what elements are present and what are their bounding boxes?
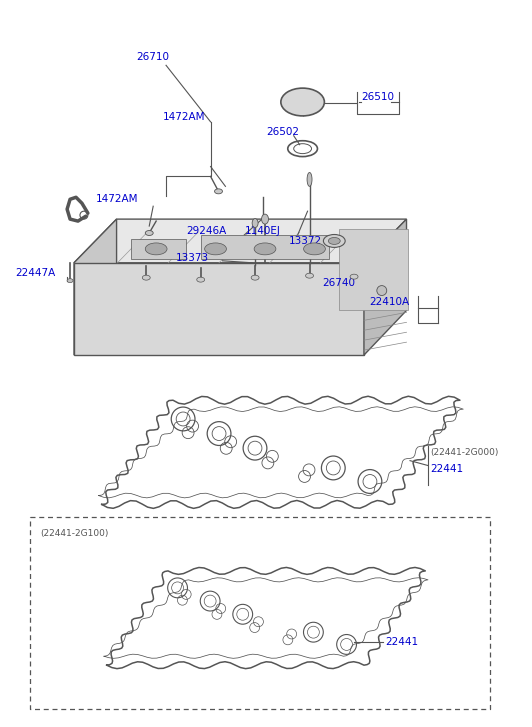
Ellipse shape <box>304 243 326 255</box>
Ellipse shape <box>142 276 150 280</box>
Circle shape <box>377 286 387 295</box>
Polygon shape <box>201 235 329 259</box>
Text: 22447A: 22447A <box>15 268 56 278</box>
Ellipse shape <box>67 278 73 283</box>
Ellipse shape <box>254 243 276 255</box>
Ellipse shape <box>251 276 259 280</box>
Text: 26502: 26502 <box>266 126 299 137</box>
Ellipse shape <box>328 238 340 244</box>
Polygon shape <box>364 219 406 355</box>
Text: 22441: 22441 <box>430 464 463 473</box>
Text: 1140EJ: 1140EJ <box>245 226 281 236</box>
Ellipse shape <box>214 189 222 194</box>
Text: (22441-2G100): (22441-2G100) <box>40 529 109 538</box>
Text: 13373: 13373 <box>176 253 209 263</box>
Polygon shape <box>74 219 406 262</box>
Ellipse shape <box>252 219 258 228</box>
Text: (22441-2G000): (22441-2G000) <box>430 449 498 457</box>
Text: 1472AM: 1472AM <box>163 112 205 122</box>
Text: 13372: 13372 <box>289 236 322 246</box>
Text: 22441: 22441 <box>385 637 418 646</box>
Ellipse shape <box>281 88 325 116</box>
Text: 29246A: 29246A <box>186 226 226 236</box>
Polygon shape <box>74 219 117 355</box>
Ellipse shape <box>323 235 345 247</box>
Text: 26710: 26710 <box>136 52 169 63</box>
Ellipse shape <box>145 243 167 255</box>
Ellipse shape <box>262 214 269 224</box>
Text: 26740: 26740 <box>322 278 355 288</box>
Ellipse shape <box>205 243 227 255</box>
Ellipse shape <box>145 230 153 236</box>
Ellipse shape <box>305 273 313 278</box>
Ellipse shape <box>307 172 312 186</box>
Polygon shape <box>74 262 364 355</box>
Polygon shape <box>131 239 186 259</box>
Polygon shape <box>339 229 409 310</box>
Ellipse shape <box>197 277 205 282</box>
Text: 26510: 26510 <box>361 92 394 102</box>
Ellipse shape <box>350 274 358 279</box>
Text: 22410A: 22410A <box>369 297 409 308</box>
Text: 1472AM: 1472AM <box>96 194 138 204</box>
